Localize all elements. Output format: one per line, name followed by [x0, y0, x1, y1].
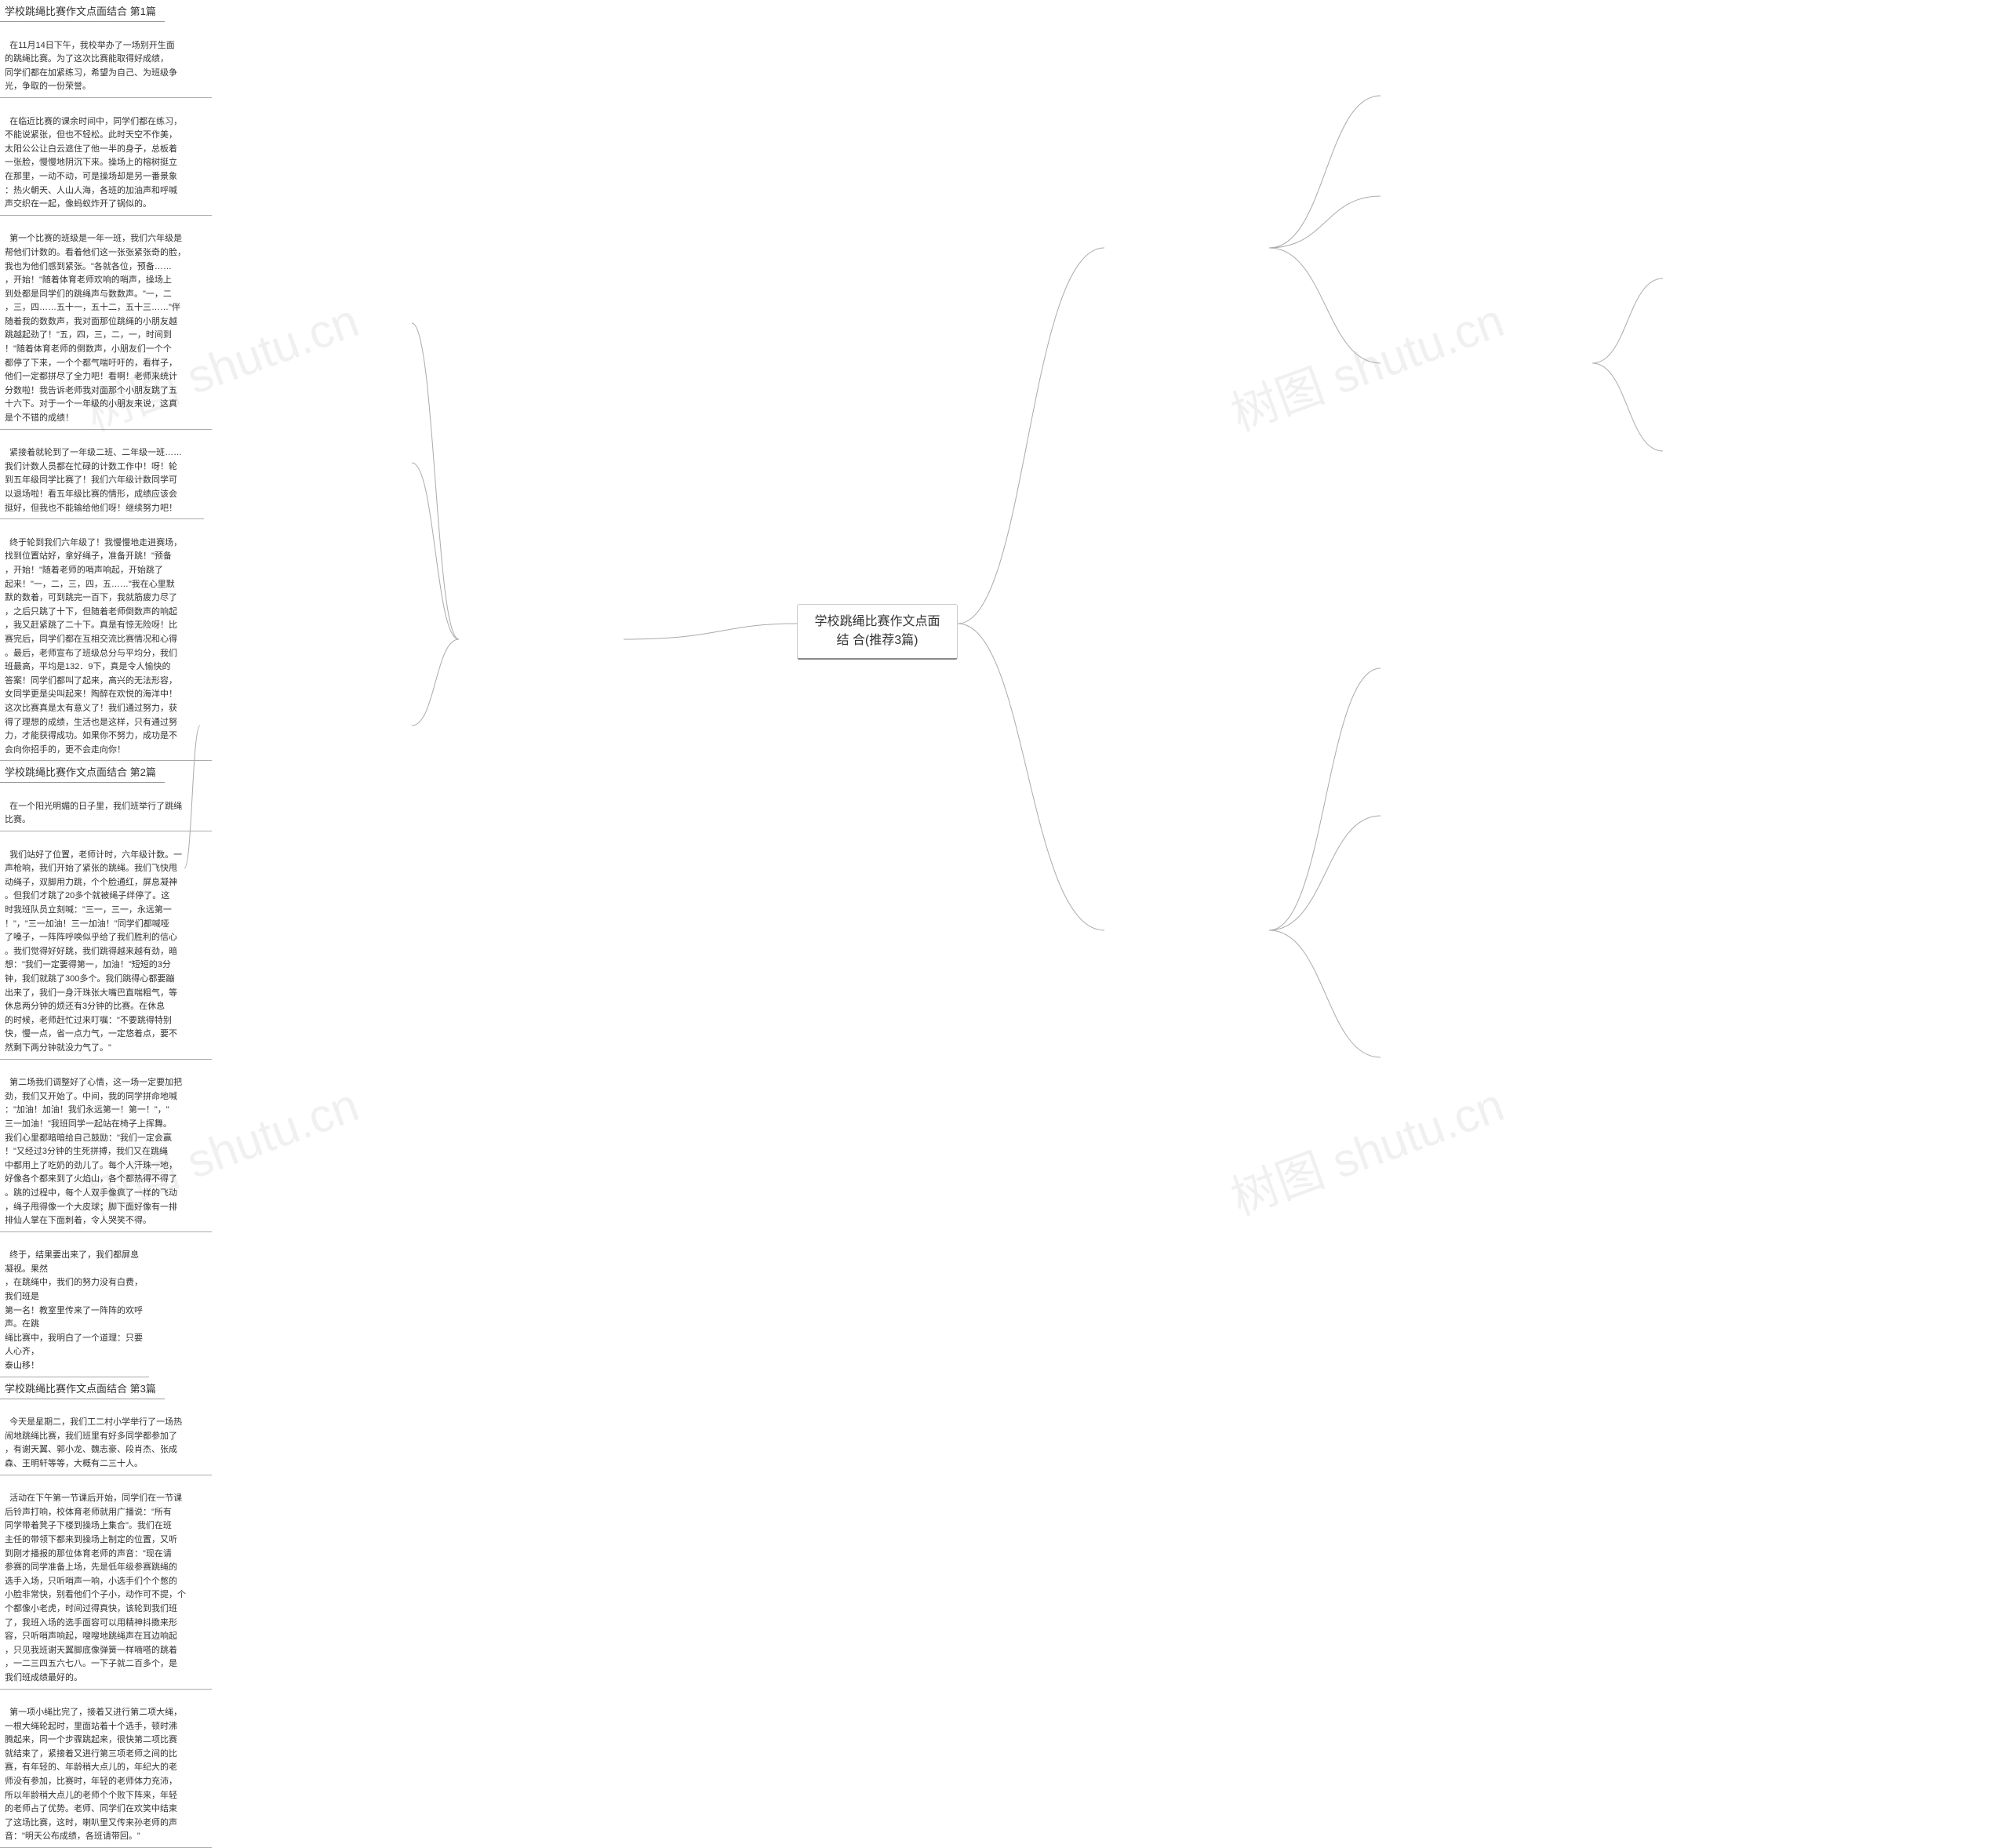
- watermark: 树图 shutu.cn: [1220, 1067, 1511, 1228]
- leaf-text: 第一个比赛的班级是一年一班，我们六年级是 帮他们计数的。看着他们这一张张紧张奇的…: [5, 234, 186, 423]
- leaf-b1l5[interactable]: 终于轮到我们六年级了！我慢慢地走进赛场， 找到位置站好，拿好绳子，准备开跳！"预…: [0, 519, 212, 761]
- leaf-b2l3[interactable]: 第二场我们调整好了心情，这一场一定要加把 劲，我们又开始了。中间，我的同学拼命地…: [0, 1060, 212, 1232]
- leaf-b1l4[interactable]: 紧接着就轮到了一年级二班、二年级一班…… 我们计数人员都在忙碌的计数工作中！呀！…: [0, 430, 204, 520]
- watermark: 树图 shutu.cn: [1220, 282, 1511, 444]
- branch-3[interactable]: 学校跳绳比赛作文点面结合 第3篇: [0, 1377, 165, 1399]
- branch-label: 学校跳绳比赛作文点面结合 第2篇: [5, 766, 156, 778]
- leaf-b2l1[interactable]: 在一个阳光明媚的日子里，我们班举行了跳绳 比赛。: [0, 783, 212, 831]
- mindmap-root[interactable]: 学校跳绳比赛作文点面结 合(推荐3篇): [797, 604, 958, 660]
- leaf-text: 终于，结果要出来了，我们都屏息凝视。果然 ，在跳绳中，我们的努力没有白费，我们班…: [5, 1250, 143, 1370]
- branch-2[interactable]: 学校跳绳比赛作文点面结合 第2篇: [0, 761, 165, 783]
- leaf-b3l1[interactable]: 今天是星期二，我们工二村小学举行了一场热 闹地跳绳比赛，我们班里有好多同学都参加…: [0, 1399, 212, 1475]
- leaf-text: 在11月14日下午，我校举办了一场别开生面 的跳绳比赛。为了这次比赛能取得好成绩…: [5, 41, 177, 92]
- leaf-b2l4[interactable]: 终于，结果要出来了，我们都屏息凝视。果然 ，在跳绳中，我们的努力没有白费，我们班…: [0, 1232, 149, 1377]
- leaf-text: 在一个阳光明媚的日子里，我们班举行了跳绳 比赛。: [5, 802, 182, 825]
- branch-label: 学校跳绳比赛作文点面结合 第3篇: [5, 1383, 156, 1395]
- leaf-text: 终于轮到我们六年级了！我慢慢地走进赛场， 找到位置站好，拿好绳子，准备开跳！"预…: [5, 538, 182, 755]
- leaf-text: 今天是星期二，我们工二村小学举行了一场热 闹地跳绳比赛，我们班里有好多同学都参加…: [5, 1417, 182, 1468]
- leaf-b2l2[interactable]: 我们站好了位置，老师计时，六年级计数。一 声枪响，我们开始了紧张的跳绳。我们飞快…: [0, 831, 212, 1060]
- leaf-text: 在临近比赛的课余时间中，同学们都在练习， 不能说紧张，但也不轻松。此时天空不作美…: [5, 117, 182, 209]
- root-label: 学校跳绳比赛作文点面结 合(推荐3篇): [814, 615, 940, 647]
- leaf-b1l2[interactable]: 在临近比赛的课余时间中，同学们都在练习， 不能说紧张，但也不轻松。此时天空不作美…: [0, 98, 212, 216]
- leaf-b3l3[interactable]: 第一项小绳比完了，接着又进行第二项大绳， 一根大绳轮起时，里面站着十个选手，顿时…: [0, 1690, 212, 1848]
- leaf-b1l3[interactable]: 第一个比赛的班级是一年一班，我们六年级是 帮他们计数的。看着他们这一张张紧张奇的…: [0, 216, 212, 430]
- leaf-text: 第一项小绳比完了，接着又进行第二项大绳， 一根大绳轮起时，里面站着十个选手，顿时…: [5, 1708, 182, 1841]
- branch-label: 学校跳绳比赛作文点面结合 第1篇: [5, 5, 156, 17]
- leaf-text: 第二场我们调整好了心情，这一场一定要加把 劲，我们又开始了。中间，我的同学拼命地…: [5, 1078, 182, 1225]
- leaf-b3l2[interactable]: 活动在下午第一节课后开始，同学们在一节课 后铃声打响，校体育老师就用广播说："所…: [0, 1475, 212, 1690]
- branch-1[interactable]: 学校跳绳比赛作文点面结合 第1篇: [0, 0, 165, 22]
- leaf-text: 我们站好了位置，老师计时，六年级计数。一 声枪响，我们开始了紧张的跳绳。我们飞快…: [5, 850, 182, 1053]
- leaf-b1l1[interactable]: 在11月14日下午，我校举办了一场别开生面 的跳绳比赛。为了这次比赛能取得好成绩…: [0, 22, 212, 98]
- leaf-text: 活动在下午第一节课后开始，同学们在一节课 后铃声打响，校体育老师就用广播说："所…: [5, 1493, 186, 1682]
- leaf-text: 紧接着就轮到了一年级二班、二年级一班…… 我们计数人员都在忙碌的计数工作中！呀！…: [5, 448, 182, 512]
- mindmap-connectors: [0, 0, 2008, 1275]
